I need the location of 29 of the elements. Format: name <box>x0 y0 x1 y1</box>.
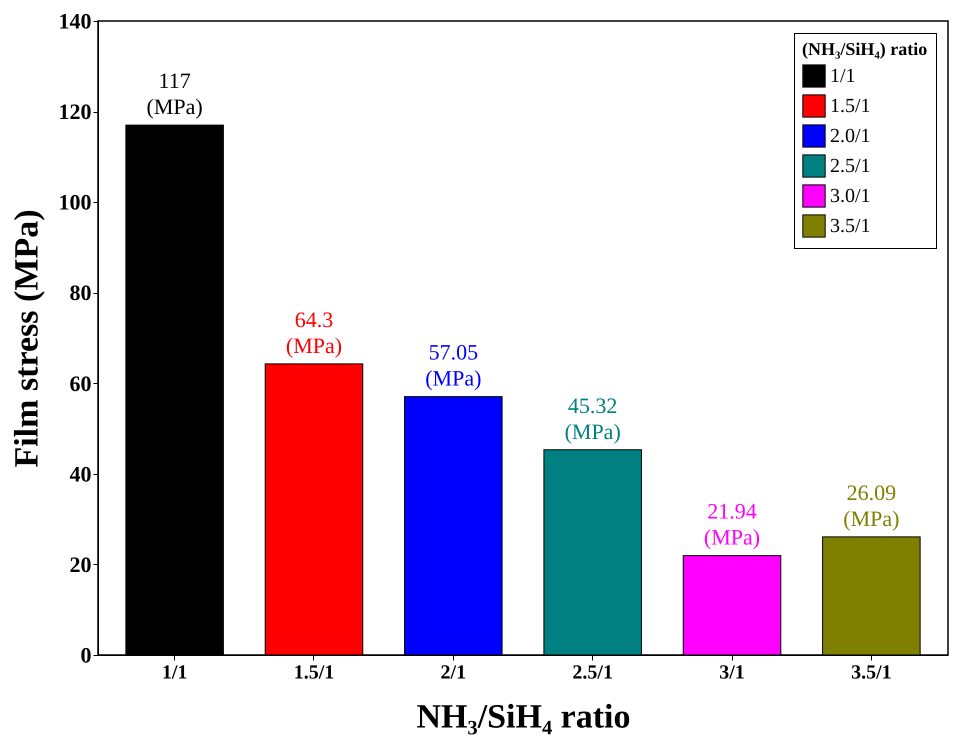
legend-label: 2.0/1 <box>830 125 871 147</box>
y-tick-label: 140 <box>58 8 92 34</box>
text: 57.05 (MPa) <box>425 340 482 391</box>
y-axis-title: Film stress (MPa) <box>8 209 46 468</box>
text: 26.09 (MPa) <box>843 480 900 531</box>
x-tick-label: 1.5/1 <box>294 662 334 684</box>
legend-label: 1/1 <box>830 65 856 87</box>
legend-label: 1.5/1 <box>830 95 871 117</box>
y-tick-label: 80 <box>70 280 92 306</box>
legend-label: 3.5/1 <box>830 215 871 237</box>
x-tick-label: 3/1 <box>719 662 745 684</box>
y-tick-label: 0 <box>80 642 92 668</box>
legend-label: 3.0/1 <box>830 185 871 207</box>
y-tick-label: 60 <box>70 370 92 396</box>
y-tick-label: 120 <box>58 99 92 124</box>
x-tick-label: 1/1 <box>162 662 188 684</box>
x-tick-label: 2/1 <box>440 662 466 684</box>
text: 64.3 (MPa) <box>286 306 342 358</box>
y-tick-label: 100 <box>58 190 92 215</box>
x-tick-label: 3.5/1 <box>851 662 892 684</box>
y-tick-label: 40 <box>70 461 92 486</box>
text: 21.94 (MPa) <box>704 498 760 550</box>
text: 117 (MPa) <box>146 68 203 120</box>
x-axis-title: NH₃/SiH₄ ratio <box>416 698 630 736</box>
text: 45.32 (MPa) <box>564 392 621 444</box>
legend-title: (NH₃/SiH₄) ratio <box>802 39 928 59</box>
legend-label: 2.5/1 <box>830 155 871 177</box>
x-tick-label: 2.5/1 <box>572 662 613 684</box>
y-tick-label: 20 <box>70 552 92 577</box>
